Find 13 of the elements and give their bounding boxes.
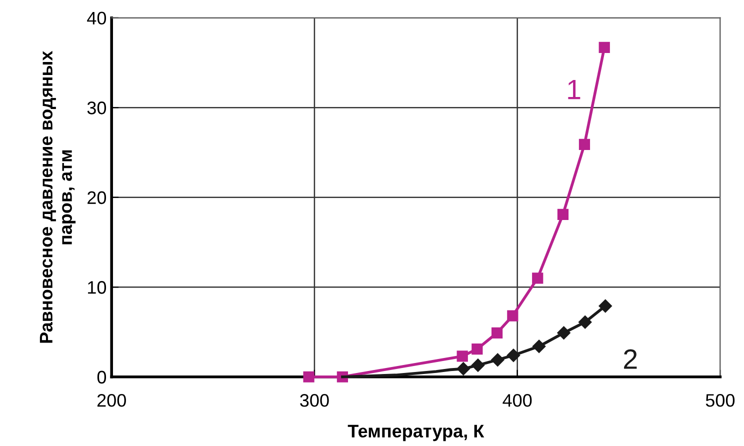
y-tick-label: 10	[88, 281, 106, 294]
y-tick-label: 20	[88, 191, 106, 204]
x-tick-label: 300	[300, 394, 329, 407]
series-label: 1	[568, 80, 580, 100]
x-tick-label: 400	[502, 394, 532, 407]
x-tick-label: 500	[706, 394, 735, 407]
x-tick-label: 200	[97, 394, 126, 407]
y-tick-label: 40	[87, 12, 106, 25]
x-axis-title: Температура, К	[348, 424, 484, 442]
series-label: 2	[624, 349, 637, 369]
y-axis-title: Равновесное давление водяных паров, атм	[40, 50, 76, 343]
y-tick-label: 0	[97, 370, 106, 384]
y-tick-label: 30	[87, 102, 106, 114]
